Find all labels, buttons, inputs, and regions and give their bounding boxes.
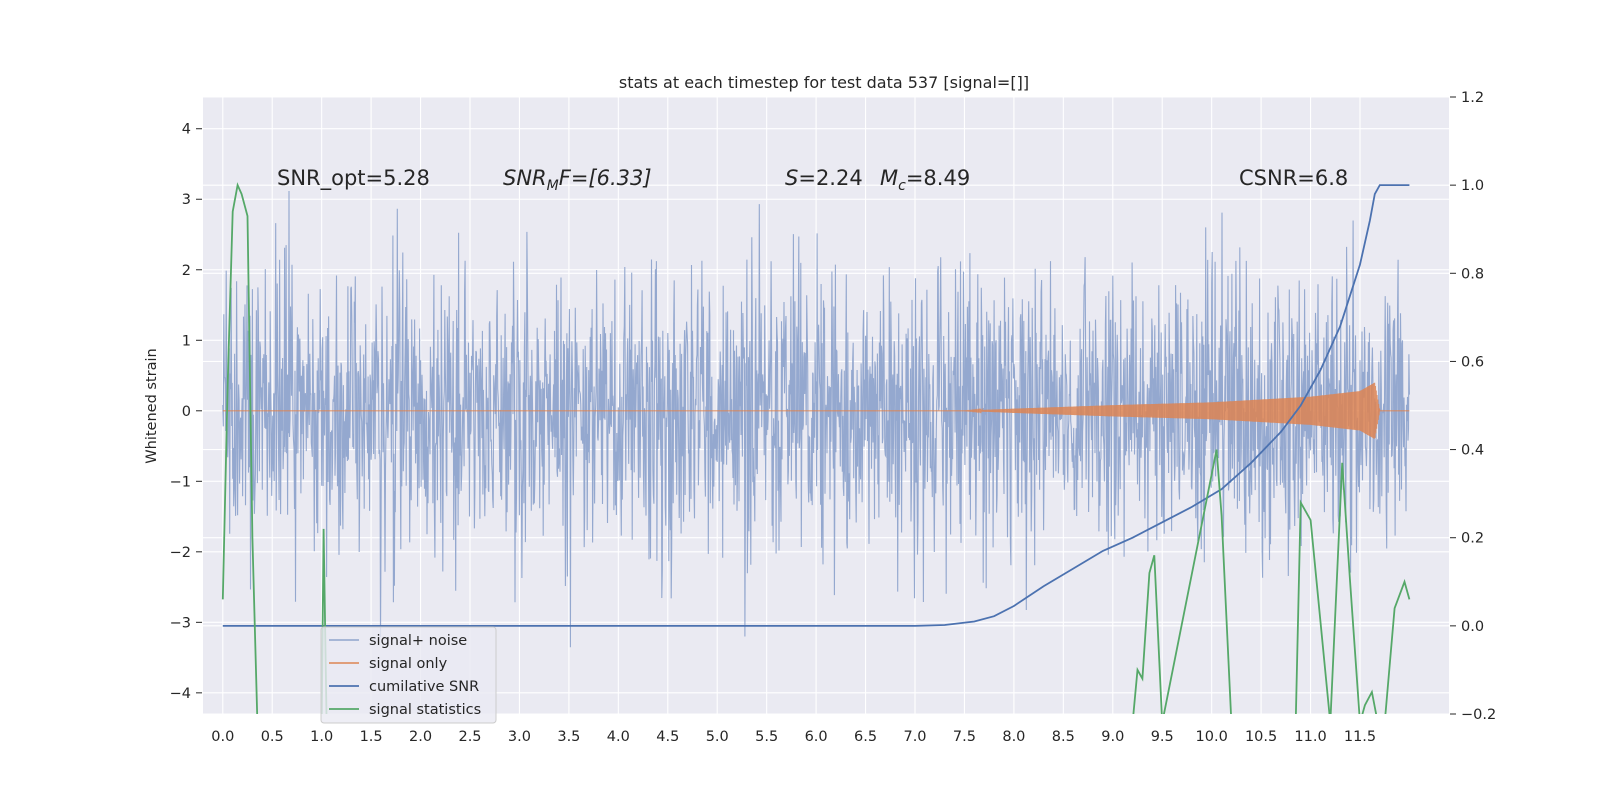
x-tick-label: 11.0 (1294, 729, 1326, 745)
x-tick-label: 2.0 (409, 729, 432, 745)
y-tick-label: −1 (170, 474, 191, 490)
x-tick-label: 11.5 (1344, 729, 1376, 745)
x-tick-label: 3.0 (508, 729, 531, 745)
chart-title: stats at each timestep for test data 537… (619, 73, 1029, 92)
x-tick-label: 8.5 (1052, 729, 1075, 745)
y-tick-label: 3 (182, 192, 191, 208)
x-tick-label: 6.5 (854, 729, 877, 745)
y2-tick-label: −0.2 (1461, 707, 1496, 723)
y-tick-label: −3 (170, 615, 191, 631)
x-tick-label: 2.5 (458, 729, 481, 745)
x-tick-label: 1.5 (360, 729, 383, 745)
series-cumulative-snr (222, 184, 1410, 627)
x-tick-label: 1.0 (310, 729, 333, 745)
y-tick-label: 0 (182, 404, 191, 420)
y-tick-label: 2 (182, 263, 191, 279)
annotation-s: S=2.24 (785, 166, 863, 190)
annotation-snr-opt: SNR_opt=5.28 (277, 166, 430, 191)
y2-axis-ticks: 1.2 1.0 0.8 0.6 0.4 0.2 0.0 −0.2 (1450, 90, 1496, 723)
annotation-snr-mf: SNRMF=[6.33] (503, 166, 652, 194)
y-axis-label: Whitened strain (144, 348, 160, 463)
x-tick-label: 10.0 (1196, 729, 1228, 745)
x-tick-label: 0.0 (211, 729, 234, 745)
x-tick-label: 6.0 (805, 729, 828, 745)
y2-tick-label: 1.2 (1461, 90, 1484, 106)
legend: signal+ noise signal only cumilative SNR… (320, 626, 497, 724)
series-signal-statistics (221, 182, 1411, 714)
y-tick-label: −2 (170, 545, 191, 561)
legend-box (320, 626, 497, 724)
y-tick-label: −4 (170, 686, 191, 702)
y-tick-label: 4 (182, 122, 191, 138)
series-signal-noise (222, 190, 1410, 648)
y-tick-label: 1 (182, 333, 191, 349)
x-tick-label: 5.0 (706, 729, 729, 745)
y2-tick-label: 1.0 (1461, 178, 1484, 194)
x-axis-ticks: 0.0 0.5 1.0 1.5 2.0 2.5 3.0 3.5 4.0 4.5 5.0 5.5 6.0 6… (211, 729, 1376, 745)
x-tick-label: 5.5 (755, 729, 778, 745)
x-tick-label: 7.0 (903, 729, 926, 745)
x-tick-label: 9.5 (1151, 729, 1174, 745)
annotation-csnr: CSNR=6.8 (1239, 166, 1348, 190)
x-tick-label: 3.5 (557, 729, 580, 745)
x-tick-label: 10.5 (1245, 729, 1277, 745)
legend-label-signal-only: signal only (369, 656, 448, 672)
annotation-mc: Mc=8.49 (880, 166, 970, 194)
y2-tick-label: 0.4 (1461, 443, 1484, 459)
series-layer (221, 182, 1411, 714)
x-tick-label: 9.0 (1101, 729, 1124, 745)
y2-tick-label: 0.0 (1461, 619, 1484, 635)
legend-label-signal-statistics: signal statistics (369, 702, 481, 718)
x-tick-label: 0.5 (261, 729, 284, 745)
y2-tick-label: 0.6 (1461, 354, 1484, 370)
y-axis-ticks: 4 3 2 1 0 −1 −2 −3 −4 (170, 122, 202, 702)
series-signal-only (222, 382, 1410, 439)
y2-tick-label: 0.2 (1461, 531, 1484, 547)
y2-tick-label: 0.8 (1461, 266, 1484, 282)
x-tick-label: 4.0 (607, 729, 630, 745)
legend-label-signal-noise: signal+ noise (369, 633, 467, 649)
x-tick-label: 4.5 (656, 729, 679, 745)
x-tick-label: 7.5 (953, 729, 976, 745)
legend-label-cumulative-snr: cumilative SNR (369, 679, 479, 695)
x-tick-label: 8.0 (1002, 729, 1025, 745)
